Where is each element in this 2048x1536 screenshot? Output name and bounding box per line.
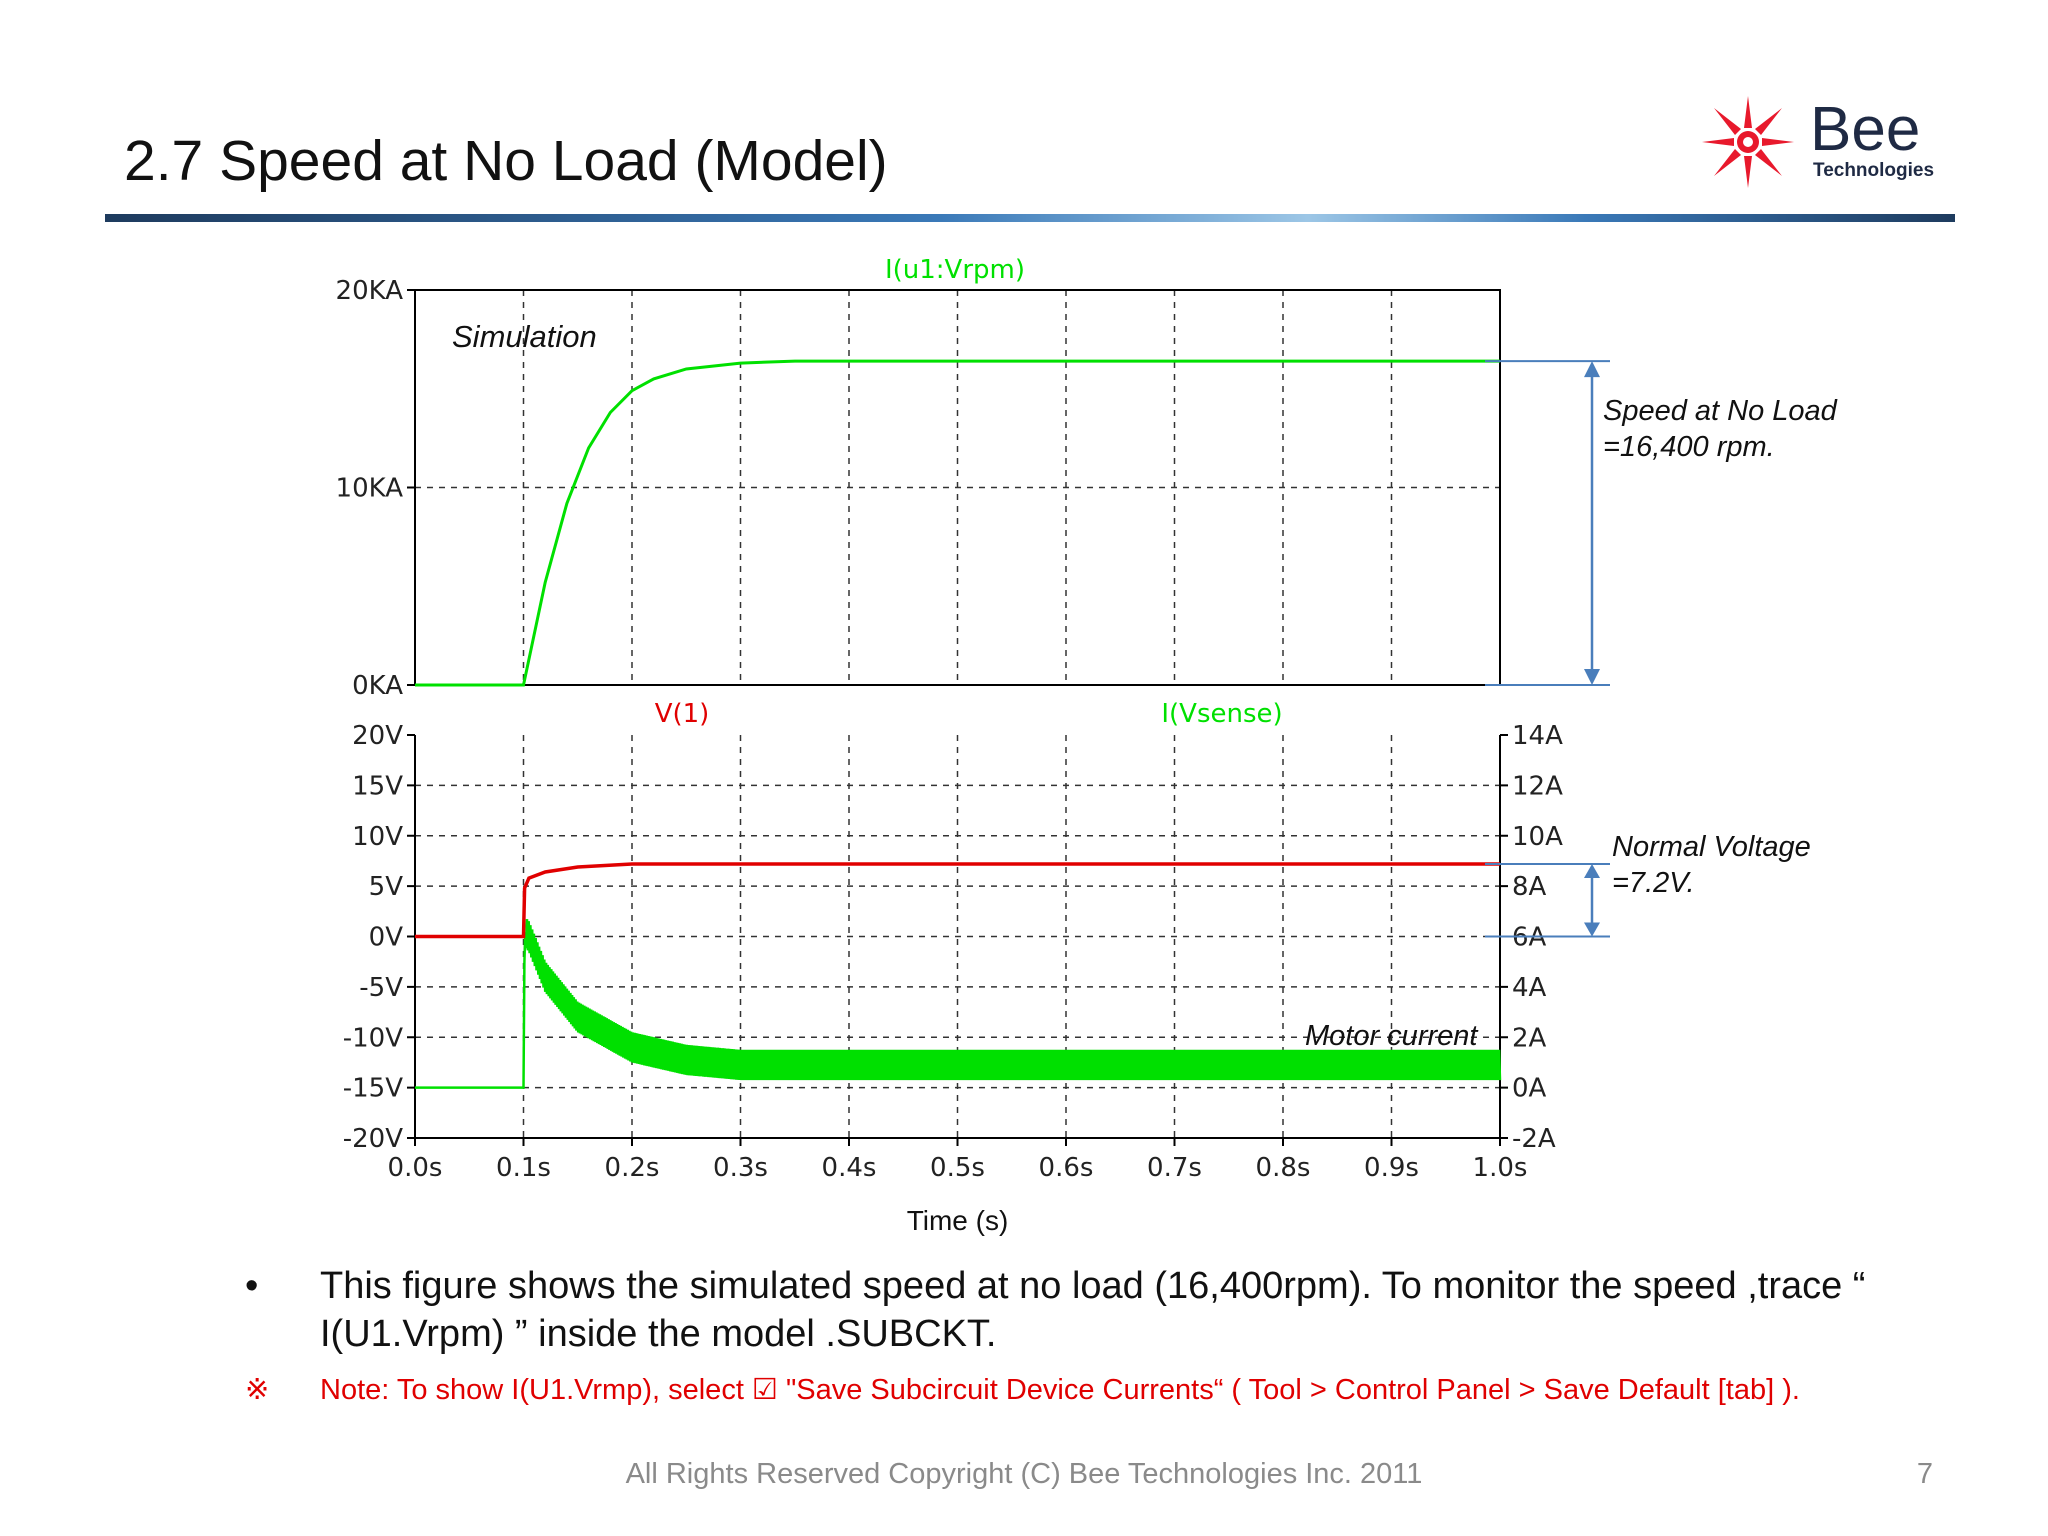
title-divider (105, 214, 1955, 222)
y-tick-label-left: 20V (352, 721, 403, 751)
x-tick-label: 0.3s (713, 1153, 768, 1183)
measure-label-voltage-line1: Normal Voltage (1612, 831, 1811, 863)
y-tick-label-left: -15V (343, 1074, 403, 1104)
x-tick-label: 0.9s (1364, 1153, 1419, 1183)
explanation-bullets: • This figure shows the simulated speed … (245, 1262, 1965, 1408)
y-tick-label: 10KA (336, 474, 404, 504)
series-label-current: I(Vsense) (1161, 699, 1282, 729)
voltage-series-line (415, 862, 1500, 939)
y-tick-label-left: -20V (343, 1124, 403, 1154)
note-item: ※ Note: To show I(U1.Vrmp), select ☑ "Sa… (245, 1372, 1965, 1408)
current-series-line (415, 919, 1502, 1089)
logo-sub-text: Technologies (1813, 160, 1934, 181)
measure-arrow-head (1584, 669, 1600, 685)
y-tick-label-left: 10V (352, 822, 403, 852)
bullet-item: • This figure shows the simulated speed … (245, 1262, 1965, 1358)
y-tick-label-left: -10V (343, 1023, 403, 1053)
y-tick-label-left: -5V (359, 973, 403, 1003)
x-axis-label: Time (s) (907, 1205, 1009, 1236)
copyright-footer: All Rights Reserved Copyright (C) Bee Te… (625, 1458, 1423, 1490)
y-tick-label: 20KA (336, 276, 404, 306)
page-number: 7 (1916, 1458, 1933, 1490)
bullet-mark: • (245, 1265, 259, 1307)
note-text: Note: To show I(U1.Vrmp), select ☑ "Save… (320, 1374, 1800, 1406)
motor-current-label: Motor current (1305, 1020, 1479, 1052)
y-tick-label-left: 15V (352, 771, 403, 801)
x-tick-label: 0.4s (822, 1153, 877, 1183)
slide-title: 2.7 Speed at No Load (Model) (124, 129, 888, 193)
simulation-charts: 0KA 10KA 20KA I(u1:Vrpm) Simulation Speed at … (336, 255, 1838, 1236)
y-tick-label-right: 2A (1512, 1023, 1547, 1053)
y-tick-label-left: 0V (369, 923, 404, 953)
bee-technologies-logo: Bee Technologies (1702, 95, 1934, 188)
x-tick-label: 0.1s (496, 1153, 551, 1183)
x-tick-label: 0.2s (605, 1153, 660, 1183)
y-tick-label-right: -2A (1512, 1124, 1556, 1154)
logo-star-icon (1702, 96, 1794, 188)
measure-label-speed-line1: Speed at No Load (1603, 395, 1838, 427)
y-tick-label-right: 4A (1512, 973, 1547, 1003)
x-tick-label: 0.6s (1039, 1153, 1094, 1183)
y-tick-label-right: 8A (1512, 872, 1547, 902)
y-tick-label: 0KA (352, 671, 403, 701)
logo-brand-text: Bee (1810, 95, 1920, 164)
y-tick-label-right: 0A (1512, 1074, 1547, 1104)
measure-arrow-head (1584, 361, 1600, 378)
x-tick-label: 0.0s (388, 1153, 443, 1183)
series-label-speed: I(u1:Vrpm) (885, 255, 1025, 285)
bullet-text: This figure shows the simulated speed at… (320, 1265, 1866, 1355)
note-mark: ※ (245, 1374, 270, 1406)
plot-label-simulation: Simulation (452, 319, 597, 354)
x-tick-label: 1.0s (1473, 1153, 1528, 1183)
measure-label-voltage-line2: =7.2V. (1612, 867, 1695, 899)
y-tick-label-right: 12A (1512, 771, 1563, 801)
y-tick-label-left: 5V (369, 872, 404, 902)
x-tick-label: 0.7s (1147, 1153, 1202, 1183)
x-tick-label: 0.8s (1256, 1153, 1311, 1183)
measure-arrow-head (1584, 863, 1600, 878)
y-tick-label-right: 10A (1512, 822, 1563, 852)
x-tick-label: 0.5s (930, 1153, 985, 1183)
series-label-voltage: V(1) (655, 699, 710, 729)
measure-arrow-head (1584, 922, 1600, 937)
y-tick-label-right: 14A (1512, 721, 1563, 751)
speed-series-line (415, 359, 1500, 687)
measure-label-speed-line2: =16,400 rpm. (1603, 431, 1775, 463)
